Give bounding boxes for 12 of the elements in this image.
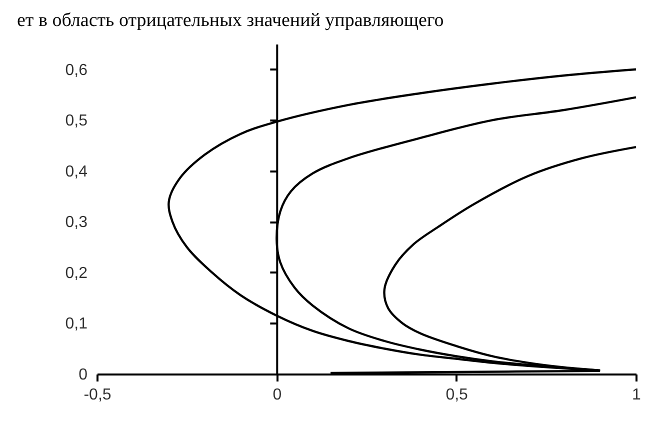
x-tick-label: -0,5 [84,386,112,404]
y-tick-label: 0,3 [65,214,88,232]
y-tick-label: 0,5 [65,112,88,130]
y-tick-label: 0,6 [65,62,88,79]
y-tick-label: 0,1 [65,316,88,333]
text: ет в область отрицательных значений управляющего [17,10,444,31]
x-tick-label: 0 [272,386,282,404]
y-tick-label: 0 [78,366,88,384]
x-tick-label: 0,5 [446,386,468,404]
x-tick-label: 1 [632,386,642,404]
y-tick-label: 0,4 [65,163,88,180]
y-tick-label: 0,2 [65,264,88,282]
